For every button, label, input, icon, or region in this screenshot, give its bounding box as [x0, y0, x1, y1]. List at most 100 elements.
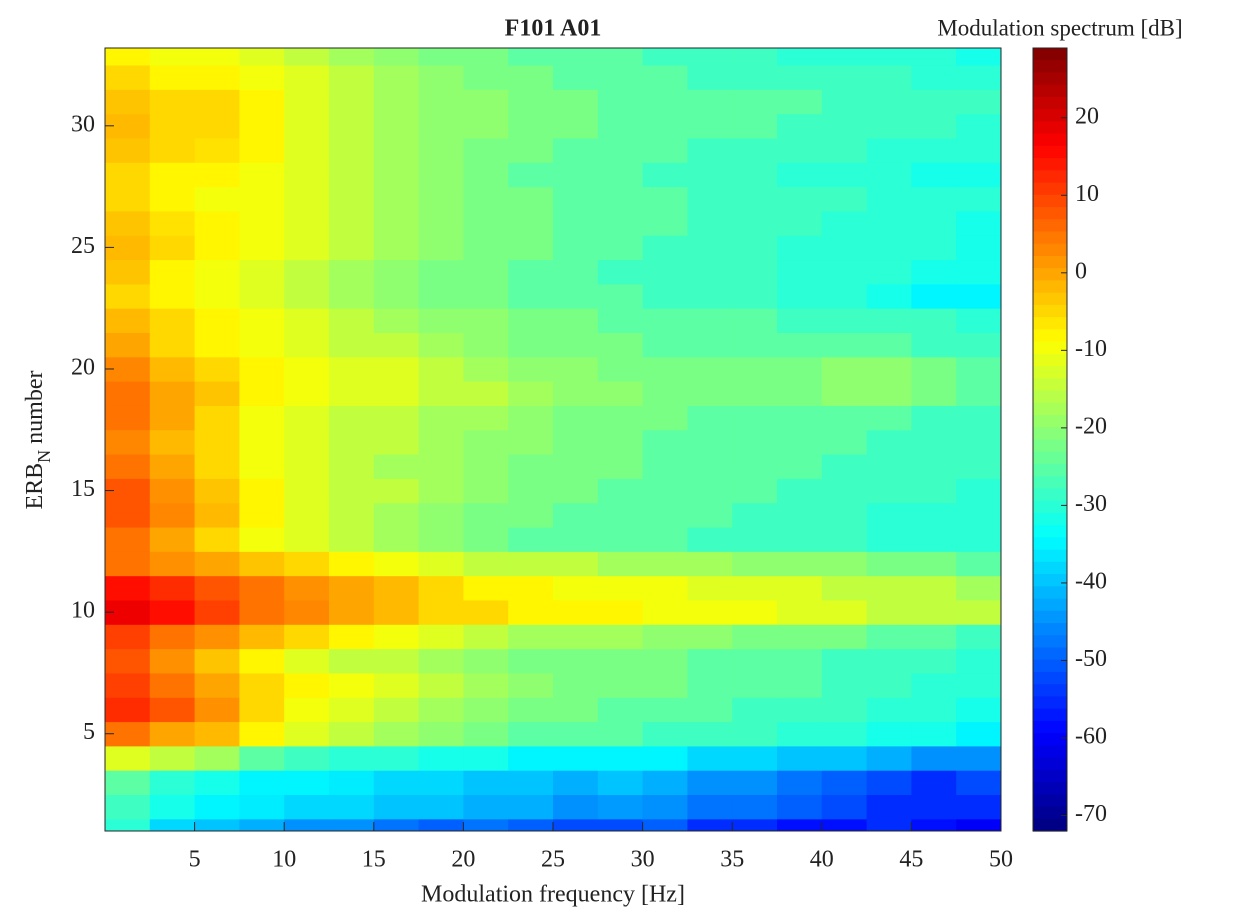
heatmap-cell — [821, 137, 868, 163]
heatmap-cell — [239, 551, 285, 577]
heatmap-cell — [956, 770, 1001, 796]
heatmap-cell — [329, 210, 375, 236]
heatmap-cell — [597, 429, 644, 455]
heatmap-cell — [105, 770, 151, 796]
heatmap-cell — [329, 599, 375, 625]
colorbar-step — [1033, 317, 1067, 330]
colorbar-tick-label: -20 — [1075, 413, 1107, 439]
heatmap-cell — [687, 89, 733, 115]
colorbar-step — [1033, 182, 1067, 196]
heatmap-cell — [329, 89, 375, 115]
heatmap-cell — [149, 745, 196, 771]
heatmap-cell — [418, 186, 464, 212]
heatmap-cell — [821, 259, 868, 285]
heatmap-cell — [239, 65, 285, 90]
heatmap-cell — [866, 429, 912, 455]
heatmap-cell — [508, 113, 554, 139]
heatmap-cell — [732, 478, 778, 504]
heatmap-cell — [194, 332, 240, 358]
y-tick-label: 5 — [83, 719, 95, 745]
heatmap-cell — [821, 794, 868, 820]
heatmap-cell — [105, 818, 151, 831]
heatmap-cell — [194, 429, 240, 455]
heatmap-cell — [821, 283, 868, 309]
heatmap-cell — [687, 672, 733, 698]
heatmap-cell — [194, 381, 240, 406]
colorbar-step — [1033, 390, 1067, 404]
colorbar-tick-label: -70 — [1075, 801, 1107, 827]
heatmap-cell — [463, 454, 509, 479]
heatmap-cell — [508, 186, 554, 212]
heatmap-cell — [732, 575, 778, 601]
heatmap-cell — [508, 721, 554, 747]
heatmap-cell — [866, 210, 912, 236]
heatmap-cell — [239, 405, 285, 431]
heatmap-cell — [418, 818, 464, 831]
heatmap-cell — [508, 745, 554, 771]
heatmap-cell — [418, 551, 464, 577]
x-tick-label: 30 — [631, 847, 655, 873]
heatmap-cell — [956, 162, 1001, 188]
heatmap-cell — [553, 794, 599, 820]
heatmap-cell — [553, 624, 599, 650]
heatmap-cell — [508, 818, 554, 831]
heatmap-cell — [866, 672, 912, 698]
heatmap-cell — [687, 162, 733, 188]
heatmap-cell — [329, 697, 375, 723]
heatmap-cell — [149, 308, 196, 334]
heatmap-cell — [597, 162, 644, 188]
heatmap-cell — [284, 624, 330, 650]
colorbar-step — [1033, 304, 1067, 318]
heatmap-cell — [105, 89, 151, 115]
colorbar-step — [1033, 292, 1067, 306]
colorbar-step — [1033, 60, 1067, 74]
heatmap-cell — [866, 405, 912, 431]
heatmap-cell — [642, 381, 688, 406]
heatmap-cell — [597, 65, 644, 90]
heatmap-cell — [508, 648, 554, 674]
heatmap-cell — [642, 308, 688, 334]
heatmap-cell — [777, 405, 823, 431]
heatmap-cell — [732, 794, 778, 820]
heatmap-cell — [956, 405, 1001, 431]
heatmap-cell — [687, 527, 733, 552]
heatmap-cell — [777, 454, 823, 479]
heatmap-cell — [194, 162, 240, 188]
colorbar-step — [1033, 671, 1067, 685]
heatmap-cell — [553, 818, 599, 831]
heatmap-cell — [866, 137, 912, 163]
heatmap-cell — [732, 48, 778, 66]
heatmap-cell — [821, 381, 868, 406]
y-axis-label: ERBN number — [22, 370, 55, 509]
heatmap-cell — [239, 186, 285, 212]
heatmap-cell — [105, 745, 151, 771]
heatmap-cell — [329, 259, 375, 285]
heatmap-cell — [687, 356, 733, 382]
heatmap-cell — [911, 65, 957, 90]
heatmap-cell — [911, 283, 957, 309]
heatmap-cell — [911, 259, 957, 285]
heatmap-cell — [239, 89, 285, 115]
heatmap-cell — [777, 818, 823, 831]
heatmap-cell — [687, 502, 733, 528]
heatmap-cell — [239, 624, 285, 650]
heatmap-cell — [553, 186, 599, 212]
heatmap-cell — [463, 162, 509, 188]
heatmap-cell — [732, 235, 778, 261]
heatmap-cell — [418, 332, 464, 358]
heatmap-cell — [373, 454, 420, 479]
heatmap-cell — [239, 648, 285, 674]
heatmap-cell — [508, 210, 554, 236]
heatmap-cell — [508, 478, 554, 504]
colorbar-tick-label: 20 — [1075, 103, 1099, 129]
heatmap-cell — [418, 308, 464, 334]
heatmap-cell — [777, 48, 823, 66]
heatmap-cell — [149, 478, 196, 504]
heatmap-cell — [597, 381, 644, 406]
colorbar-step — [1033, 84, 1067, 98]
heatmap-cell — [329, 162, 375, 188]
colorbar-step — [1033, 268, 1067, 282]
colorbar-step — [1033, 243, 1067, 257]
heatmap-cell — [821, 502, 868, 528]
heatmap-cell — [642, 721, 688, 747]
